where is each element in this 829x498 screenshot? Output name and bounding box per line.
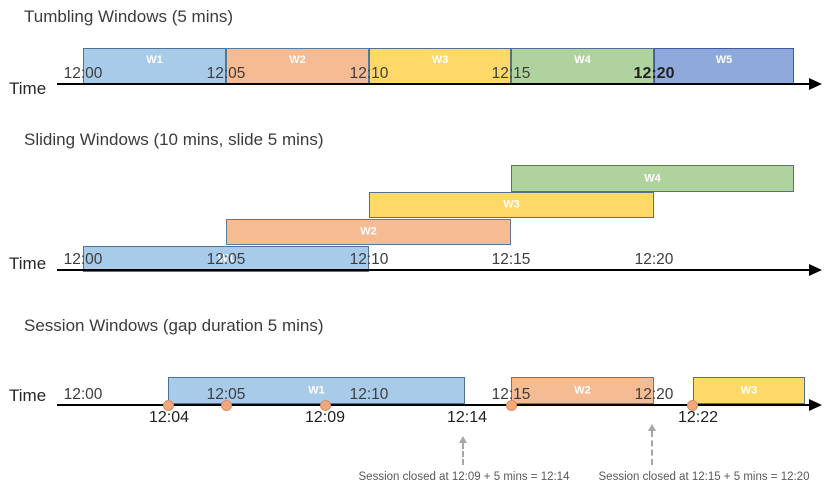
timeline	[57, 269, 810, 271]
tick-label: 12:05	[206, 386, 246, 403]
session-closed-annotation: Session closed at 12:09 + 5 mins = 12:14	[358, 471, 570, 483]
event-time-label: 12:04	[148, 409, 190, 426]
tick-label: 12:20	[633, 65, 675, 82]
sliding-title: Sliding Windows (10 mins, slide 5 mins)	[24, 130, 324, 149]
window-label: W5	[715, 54, 733, 66]
tick-label: 12:10	[349, 386, 389, 403]
window-session-w3: W3	[693, 377, 805, 404]
window-sliding-w4: W4	[511, 165, 794, 192]
window-tumbling-w2: W2	[226, 48, 369, 85]
timeline-arrowhead-icon	[809, 264, 822, 276]
tick-label: 12:00	[63, 386, 103, 403]
session-title: Session Windows (gap duration 5 mins)	[24, 316, 324, 335]
window-label: W3	[740, 383, 758, 396]
tick-label: 12:05	[206, 65, 246, 82]
window-tumbling-w3: W3	[369, 48, 511, 85]
tumbling-time-axis-label: Time	[9, 79, 47, 98]
tick-label: 12:15	[491, 386, 531, 403]
dashed-arrow-head-icon	[648, 424, 656, 431]
event-dot-icon	[163, 400, 174, 411]
tick-label: 12:05	[206, 251, 246, 268]
window-label: W4	[574, 54, 591, 66]
dashed-arrow-line	[651, 431, 653, 465]
window-tumbling-w1: W1	[83, 48, 226, 85]
event-dot-icon	[320, 400, 331, 411]
window-label: W2	[360, 225, 377, 238]
tumbling-title: Tumbling Windows (5 mins)	[24, 7, 234, 26]
timeline	[57, 83, 810, 85]
window-sliding-w1: W1	[83, 246, 369, 272]
session-time-axis-label: Time	[9, 386, 47, 405]
window-tumbling-w4: W4	[511, 48, 654, 85]
window-session-w2: W2	[511, 377, 654, 404]
window-label: W1	[217, 252, 235, 265]
window-label: W1	[308, 383, 325, 396]
tick-label: 12:00	[63, 65, 103, 82]
window-label: W3	[431, 54, 449, 66]
window-label: W1	[146, 54, 163, 66]
tick-label: 12:10	[349, 251, 389, 268]
tick-label: 12:20	[634, 251, 674, 268]
event-dot-icon	[687, 400, 698, 411]
window-label: W2	[574, 383, 591, 396]
event-time-label: 12:22	[677, 409, 719, 426]
tick-label: 12:00	[63, 251, 103, 268]
window-label: W3	[503, 198, 520, 211]
timeline-arrowhead-icon	[809, 78, 822, 90]
session-closed-annotation: Session closed at 12:15 + 5 mins = 12:20	[598, 471, 810, 483]
window-tumbling-w5: W5	[654, 48, 794, 85]
window-sliding-w3: W3	[369, 192, 654, 218]
tick-label: 12:10	[349, 65, 389, 82]
dashed-arrow-head-icon	[459, 436, 467, 443]
tick-label: 12:15	[491, 251, 531, 268]
timeline	[57, 404, 810, 406]
sliding-time-axis-label: Time	[9, 254, 47, 273]
event-time-label: 12:14	[446, 409, 488, 426]
dashed-arrow-line	[462, 443, 464, 465]
tick-label: 12:15	[491, 65, 531, 82]
window-label: W4	[644, 171, 661, 184]
event-dot-icon	[221, 400, 232, 411]
timeline-arrowhead-icon	[809, 399, 822, 411]
event-time-label: 12:09	[304, 409, 346, 426]
window-sliding-w2: W2	[226, 219, 511, 245]
tick-label: 12:20	[634, 386, 674, 403]
event-dot-icon	[506, 400, 517, 411]
window-label: W2	[289, 54, 306, 66]
window-session-w1: W1	[168, 377, 465, 404]
